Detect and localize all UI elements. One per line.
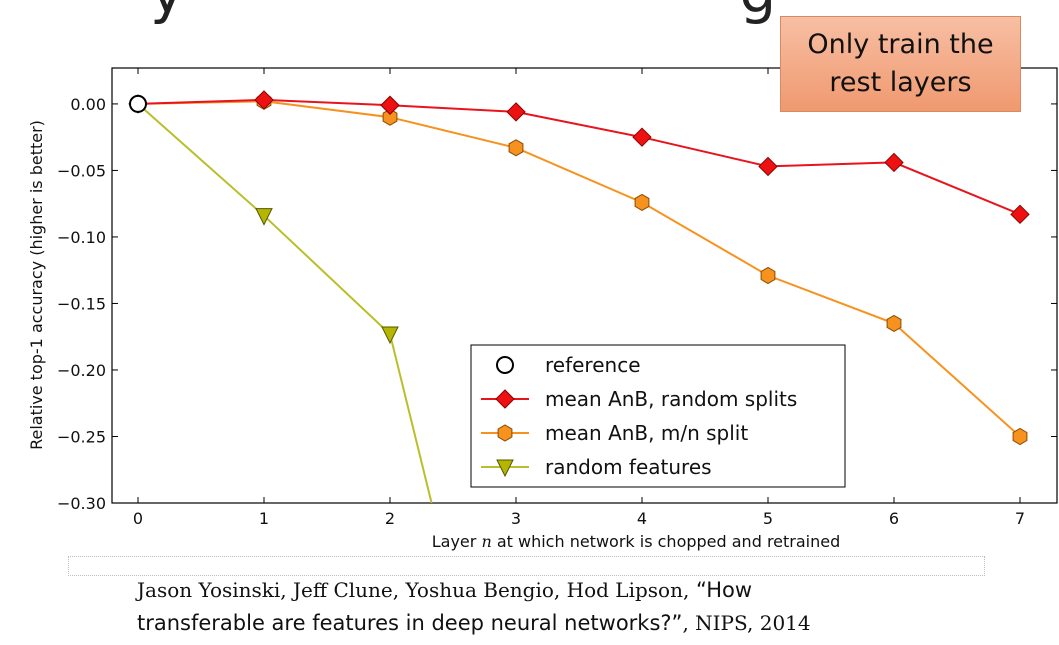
x-tick-label: 4 (637, 509, 647, 528)
x-tick-label: 0 (133, 509, 143, 528)
legend-label-random-splits: mean AnB, random splits (545, 387, 797, 411)
citation-title-part2: transferable are features in deep neural… (137, 611, 683, 635)
legend-box (470, 344, 846, 488)
callout-line-2: rest layers (829, 67, 972, 98)
point-mn-split (886, 314, 902, 332)
point-random-splits (1010, 204, 1030, 225)
callout-box: Only train the rest layers (780, 16, 1021, 112)
citation-authors: Jason Yosinski, Jeff Clune, Yoshua Bengi… (137, 578, 690, 602)
dotted-divider (68, 556, 985, 576)
y-axis-label: Relative top-1 accuracy (higher is bette… (27, 120, 46, 450)
x-tick-label: 1 (259, 509, 269, 528)
point-mn-split (634, 193, 650, 211)
y-tick-label: −0.15 (57, 294, 106, 313)
legend-marker-mn-split (497, 424, 513, 442)
point-random-splits (380, 95, 400, 115)
x-tick-label: 5 (763, 509, 773, 528)
y-tick-label: 0.00 (70, 95, 106, 114)
slide-heading-fragment: yg (150, 0, 776, 26)
legend-label-random-features: random features (545, 455, 712, 479)
y-tick-label: −0.20 (57, 361, 106, 380)
legend-label-mn-split: mean AnB, m/n split (545, 421, 748, 445)
x-axis-label: Layer n at which network is chopped and … (432, 532, 841, 551)
x-tick-label: 2 (385, 509, 395, 528)
citation: Jason Yosinski, Jeff Clune, Yoshua Bengi… (137, 574, 1037, 640)
citation-title-part1: “How (689, 578, 753, 602)
y-tick-label: −0.05 (57, 161, 106, 180)
series-line-mn-split (137, 100, 1021, 438)
point-random-splits (758, 156, 778, 177)
legend-marker-random-features (496, 459, 514, 478)
y-tick-label: −0.30 (57, 494, 106, 513)
point-reference (129, 94, 147, 113)
point-random-splits (506, 102, 526, 122)
series-line-random-splits (137, 98, 1021, 216)
x-tick-label: 6 (889, 509, 899, 528)
x-tick-label: 3 (511, 509, 521, 528)
legend-label-reference: reference (545, 353, 641, 377)
legend-marker-reference (496, 356, 514, 374)
point-mn-split (382, 108, 398, 126)
citation-venue: , NIPS, 2014 (682, 611, 811, 635)
plot-frame (111, 67, 1058, 504)
y-tick-label: −0.10 (57, 228, 106, 247)
legend-marker-random-splits (495, 389, 515, 409)
point-random-features (255, 208, 273, 226)
point-random-splits (254, 90, 274, 110)
point-random-splits (884, 152, 904, 173)
point-mn-split (1012, 427, 1028, 446)
series-line-random-features (137, 103, 433, 503)
point-mn-split (760, 266, 776, 285)
point-random-splits (632, 127, 652, 147)
point-mn-split (508, 139, 524, 157)
x-tick-label: 7 (1015, 509, 1025, 528)
callout-line-1: Only train the (807, 29, 994, 60)
y-tick-label: −0.25 (57, 427, 106, 446)
point-random-features (381, 326, 399, 345)
